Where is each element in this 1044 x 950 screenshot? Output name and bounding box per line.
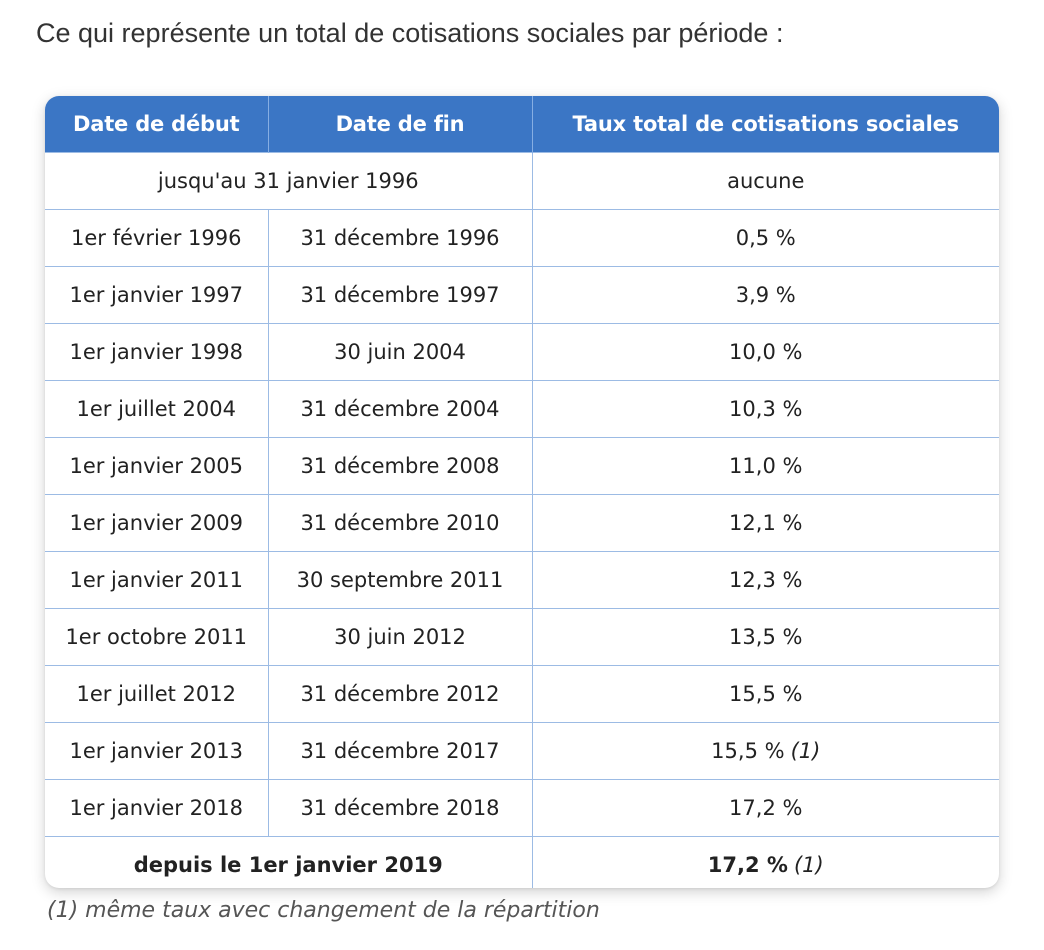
cell-rate: 12,3 % (532, 551, 999, 609)
cell-start-date: 1er janvier 2005 (45, 437, 269, 495)
cell-end-date: 30 juin 2012 (268, 608, 533, 666)
table-row: 1er juillet 2012 31 décembre 2012 15,5 % (45, 665, 999, 723)
cell-start-date: 1er juillet 2012 (45, 665, 269, 723)
cell-end-date: 31 décembre 2004 (268, 380, 533, 438)
cell-end-date: 31 décembre 2012 (268, 665, 533, 723)
cell-rate: 11,0 % (532, 437, 999, 495)
first-row-rate: aucune (532, 152, 999, 210)
cell-end-date: 31 décembre 1996 (268, 209, 533, 267)
cell-start-date: 1er janvier 1997 (45, 266, 269, 324)
table-row: 1er octobre 2011 30 juin 2012 13,5 % (45, 608, 999, 666)
last-row-period: depuis le 1er janvier 2019 (45, 836, 533, 888)
header-end-date: Date de fin (268, 96, 533, 153)
table-row: 1er janvier 2009 31 décembre 2010 12,1 % (45, 494, 999, 552)
cell-end-date: 31 décembre 1997 (268, 266, 533, 324)
cell-end-date: 30 septembre 2011 (268, 551, 533, 609)
cell-rate: 3,9 % (532, 266, 999, 324)
cell-end-date: 31 décembre 2017 (268, 722, 533, 780)
table-row-last: depuis le 1er janvier 2019 17,2 % (1) (45, 836, 999, 888)
cell-start-date: 1er janvier 2013 (45, 722, 269, 780)
cell-start-date: 1er janvier 2011 (45, 551, 269, 609)
cell-start-date: 1er février 1996 (45, 209, 269, 267)
cell-start-date: 1er janvier 1998 (45, 323, 269, 381)
rate-value: 12,1 % (729, 511, 803, 535)
rate-value: 13,5 % (729, 625, 803, 649)
footnote: (1) même taux avec changement de la répa… (47, 898, 600, 923)
table-row-first: jusqu'au 31 janvier 1996 aucune (45, 152, 999, 210)
cell-end-date: 31 décembre 2010 (268, 494, 533, 552)
cell-rate: 15,5 % (1) (532, 722, 999, 780)
cell-rate: 15,5 % (532, 665, 999, 723)
cell-start-date: 1er janvier 2009 (45, 494, 269, 552)
contributions-table: Date de début Date de fin Taux total de … (45, 96, 999, 888)
header-total-rate: Taux total de cotisations sociales (532, 96, 999, 153)
cell-rate: 10,3 % (532, 380, 999, 438)
rate-value: 15,5 % (711, 739, 785, 763)
cell-rate: 12,1 % (532, 494, 999, 552)
table-row: 1er février 1996 31 décembre 1996 0,5 % (45, 209, 999, 267)
footnote-marker: (1) (793, 853, 824, 877)
table-header-row: Date de début Date de fin Taux total de … (45, 96, 999, 153)
table-row: 1er janvier 2018 31 décembre 2018 17,2 % (45, 779, 999, 837)
intro-text: Ce qui représente un total de cotisation… (36, 18, 784, 48)
cell-end-date: 30 juin 2004 (268, 323, 533, 381)
rate-value: 17,2 % (729, 796, 803, 820)
table-row: 1er juillet 2004 31 décembre 2004 10,3 % (45, 380, 999, 438)
table-row: 1er janvier 2011 30 septembre 2011 12,3 % (45, 551, 999, 609)
table-row: 1er janvier 2005 31 décembre 2008 11,0 % (45, 437, 999, 495)
cell-rate: 13,5 % (532, 608, 999, 666)
first-row-period: jusqu'au 31 janvier 1996 (45, 152, 533, 210)
last-row-rate: 17,2 % (707, 853, 788, 877)
rate-value: 3,9 % (735, 283, 796, 307)
cell-rate: 10,0 % (532, 323, 999, 381)
cell-end-date: 31 décembre 2018 (268, 779, 533, 837)
rate-value: 0,5 % (735, 226, 796, 250)
cell-start-date: 1er octobre 2011 (45, 608, 269, 666)
cell-start-date: 1er janvier 2018 (45, 779, 269, 837)
table-row: 1er janvier 1997 31 décembre 1997 3,9 % (45, 266, 999, 324)
rate-value: 10,0 % (729, 340, 803, 364)
last-row-rate-cell: 17,2 % (1) (532, 836, 999, 888)
cell-rate: 0,5 % (532, 209, 999, 267)
table-row: 1er janvier 1998 30 juin 2004 10,0 % (45, 323, 999, 381)
rate-value: 12,3 % (729, 568, 803, 592)
footnote-marker: (1) (790, 739, 821, 763)
header-start-date: Date de début (45, 96, 269, 153)
rate-value: 15,5 % (729, 682, 803, 706)
cell-rate: 17,2 % (532, 779, 999, 837)
cell-start-date: 1er juillet 2004 (45, 380, 269, 438)
contributions-table-card: Date de début Date de fin Taux total de … (45, 96, 999, 888)
rate-value: 11,0 % (729, 454, 803, 478)
rate-value: 10,3 % (729, 397, 803, 421)
table-row: 1er janvier 2013 31 décembre 2017 15,5 % (1… (45, 722, 999, 780)
cell-end-date: 31 décembre 2008 (268, 437, 533, 495)
